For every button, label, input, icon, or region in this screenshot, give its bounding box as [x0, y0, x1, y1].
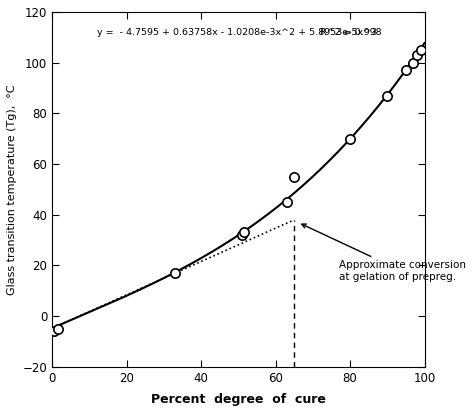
- Y-axis label: Glass transition temperature (Tg),  °C: Glass transition temperature (Tg), °C: [7, 84, 17, 294]
- Point: [54, 325, 62, 332]
- X-axis label: Percent  degree  of  cure: Percent degree of cure: [151, 393, 326, 406]
- Text: R^2 = 0.998: R^2 = 0.998: [320, 28, 382, 37]
- Point: [50, 328, 58, 335]
- Point: [383, 92, 391, 99]
- Point: [240, 229, 248, 236]
- Text: y =  - 4.7595 + 0.63758x - 1.0208e-3x^2 + 5.8953e-5x^3: y = - 4.7595 + 0.63758x - 1.0208e-3x^2 +…: [97, 28, 377, 37]
- Point: [410, 59, 417, 66]
- Point: [238, 232, 246, 238]
- Point: [402, 67, 410, 74]
- Point: [291, 173, 298, 180]
- Point: [346, 135, 354, 142]
- Point: [413, 52, 421, 58]
- Point: [283, 199, 291, 205]
- Point: [417, 47, 425, 53]
- Text: Approximate conversion
at gelation of prepreg.: Approximate conversion at gelation of pr…: [302, 224, 466, 282]
- Point: [171, 270, 179, 276]
